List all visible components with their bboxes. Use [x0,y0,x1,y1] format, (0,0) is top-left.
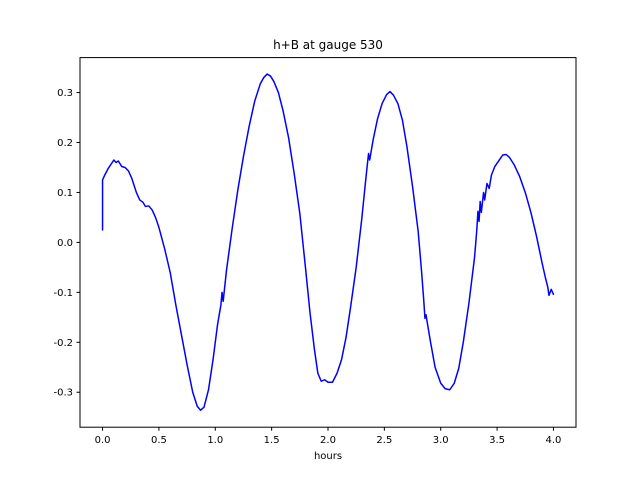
x-tick-label: 0.5 [151,435,167,446]
x-tick-label: 2.0 [320,435,336,446]
y-tick-label: 0.2 [57,138,73,149]
chart-title: h+B at gauge 530 [273,38,383,52]
x-tick-label: 4.0 [546,435,562,446]
x-tick-label: 1.0 [207,435,223,446]
x-tick-label: 3.0 [433,435,449,446]
x-tick-label: 2.5 [376,435,392,446]
y-tick-label: 0.0 [57,238,73,249]
data-line [101,73,555,411]
x-tick-label: 0.0 [95,435,111,446]
y-tick-label: -0.2 [53,338,73,349]
x-axis-label: hours [313,451,343,462]
y-tick-label: 0.1 [57,188,73,199]
x-tick-label: 3.5 [489,435,505,446]
plot-border [79,57,577,428]
y-tick-label: -0.3 [53,388,73,399]
y-tick-label: -0.1 [53,288,73,299]
y-tick-label: 0.3 [57,88,73,99]
x-tick-label: 1.5 [264,435,280,446]
